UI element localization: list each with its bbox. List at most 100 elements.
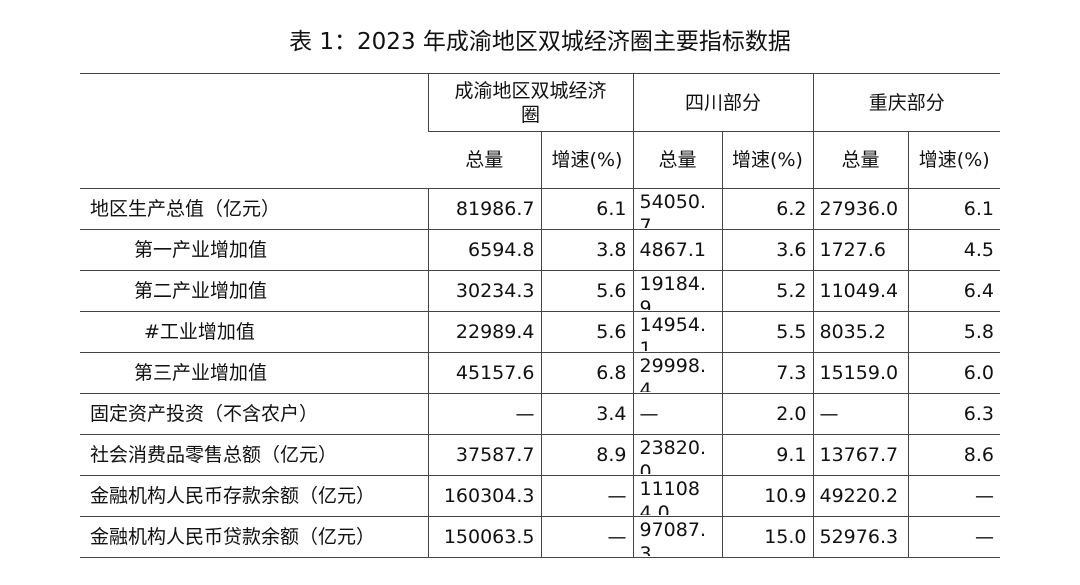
row-label: 社会消费品零售总额（亿元）: [80, 434, 428, 476]
cell-value: —: [975, 526, 994, 548]
sub-header: 总量: [632, 131, 722, 189]
cell-value: 8035.2: [819, 321, 886, 343]
cell-value: 111084.0: [639, 478, 700, 515]
cell: —: [632, 393, 722, 435]
cell: 6.1: [907, 188, 1000, 230]
row-label: 第一产业增加值: [80, 229, 428, 271]
cell-value: 6.1: [963, 198, 994, 220]
cell-value: —: [607, 485, 627, 507]
cell-value: 81986.7: [455, 198, 535, 220]
row-label: 地区生产总值（亿元）: [80, 188, 428, 230]
cell: 6.0: [907, 352, 1000, 394]
table-row: 固定资产投资（不含农户） — 3.4 — 2.0 — 6.3: [80, 393, 1000, 435]
cell: 8.6: [907, 434, 1000, 476]
cell: 5.6: [540, 270, 633, 312]
cell: 49220.2: [812, 475, 908, 517]
cell: 81986.7: [427, 188, 541, 230]
cell-value: 6.8: [596, 362, 627, 384]
cell: 6.4: [907, 270, 1000, 312]
cell: 19184.9: [632, 270, 722, 312]
cell: —: [427, 393, 541, 435]
sub-header: 总量: [428, 131, 541, 189]
cell-value: 23820.0: [639, 437, 706, 474]
cell-value: 5.8: [963, 321, 994, 343]
cell: 6.8: [540, 352, 633, 394]
cell-value: 5.2: [776, 280, 807, 302]
row-label: 金融机构人民币贷款余额（亿元）: [80, 516, 428, 558]
table-row: 第二产业增加值 30234.3 5.6 19184.9 5.2 11049.4 6.4: [80, 270, 1000, 312]
cell: 5.8: [907, 311, 1000, 353]
cell-value: 97087.3: [639, 519, 706, 556]
cell-value: 29998.4: [639, 355, 706, 392]
cell: 27936.0: [812, 188, 908, 230]
cell-value: 19184.9: [639, 273, 706, 310]
cell: —: [907, 516, 1000, 558]
cell-value: 6.1: [596, 198, 627, 220]
corner: [80, 73, 428, 189]
cell-value: 1727.6: [819, 239, 886, 261]
cell-value: 160304.3: [443, 485, 535, 507]
cell: 23820.0: [632, 434, 722, 476]
cell: 13767.7: [812, 434, 908, 476]
row-label: 第三产业增加值: [80, 352, 428, 394]
cell: 3.4: [540, 393, 633, 435]
cell: 7.3: [721, 352, 813, 394]
cell-value: 14954.1: [639, 314, 706, 351]
cell: 9.1: [721, 434, 813, 476]
cell: 4.5: [907, 229, 1000, 271]
sub-header: 增速(%): [721, 131, 813, 189]
cell-value: 5.6: [596, 321, 627, 343]
cell: 3.6: [721, 229, 813, 271]
cell-value: 49220.2: [819, 485, 899, 507]
cell-value: 3.4: [596, 403, 627, 425]
cell-value: —: [639, 403, 659, 425]
cell-value: 5.5: [776, 321, 807, 343]
table-title: 表 1：2023 年成渝地区双城经济圈主要指标数据: [289, 29, 791, 55]
cell: 52976.3: [812, 516, 908, 558]
sub-header: 增速(%): [540, 131, 633, 189]
cell-value: 37587.7: [455, 444, 535, 466]
cell: 2.0: [721, 393, 813, 435]
cell-value: 30234.3: [455, 280, 535, 302]
cell-value: 54050.7: [639, 191, 706, 228]
cell: 111084.0: [632, 475, 722, 517]
table-row: 金融机构人民币存款余额（亿元） 160304.3 — 111084.0 10.9 4922…: [80, 475, 1000, 517]
cell: 3.8: [540, 229, 633, 271]
cell-value: 6.0: [963, 362, 994, 384]
cell-value: 6594.8: [468, 239, 535, 261]
table-row: 金融机构人民币贷款余额（亿元） 150063.5 — 97087.3 15.0 52976…: [80, 516, 1000, 558]
cell-value: 4.5: [963, 239, 994, 261]
cell: 5.5: [721, 311, 813, 353]
cell: 29998.4: [632, 352, 722, 394]
cell: 8.9: [540, 434, 633, 476]
cell-value: 8.9: [596, 444, 627, 466]
cell-value: 6.4: [963, 280, 994, 302]
cell-value: —: [819, 403, 839, 425]
sub-header: 总量: [812, 131, 908, 189]
cell: 14954.1: [632, 311, 722, 353]
cell: 6.2: [721, 188, 813, 230]
cell: —: [812, 393, 908, 435]
cell: 97087.3: [632, 516, 722, 558]
cell: 11049.4: [812, 270, 908, 312]
cell: 15159.0: [812, 352, 908, 394]
cell-value: 2.0: [776, 403, 807, 425]
cell: 1727.6: [812, 229, 908, 271]
cell: 5.6: [540, 311, 633, 353]
table-row: 第三产业增加值 45157.6 6.8 29998.4 7.3 15159.0 6.0: [80, 352, 1000, 394]
row-label: 金融机构人民币存款余额（亿元）: [80, 475, 428, 517]
cell: 4867.1: [632, 229, 722, 271]
cell: 54050.7: [632, 188, 722, 230]
cell-value: 8.6: [963, 444, 994, 466]
cell-value: 15.0: [764, 526, 807, 548]
cell-value: 3.6: [776, 239, 807, 261]
cell: 6.1: [540, 188, 633, 230]
cell-value: 9.1: [776, 444, 807, 466]
cell: 37587.7: [427, 434, 541, 476]
cell-value: 15159.0: [819, 362, 899, 384]
cell-value: 11049.4: [819, 280, 899, 302]
cell-value: —: [607, 526, 627, 548]
cell: 150063.5: [427, 516, 541, 558]
cell-value: 150063.5: [443, 526, 535, 548]
